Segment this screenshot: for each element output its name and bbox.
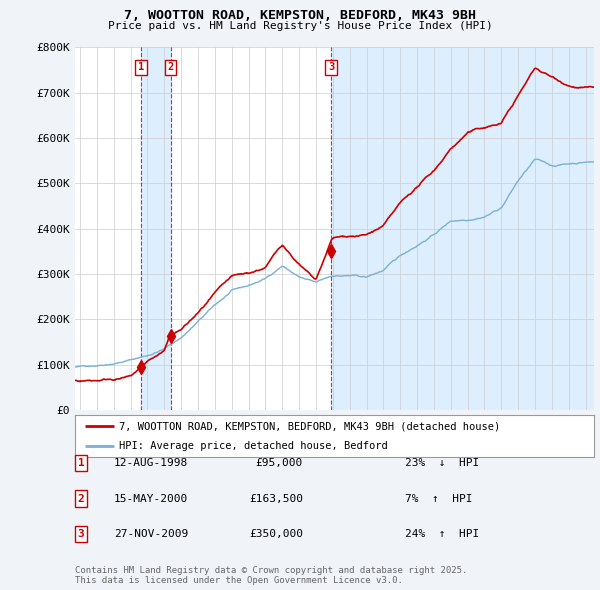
Text: 7, WOOTTON ROAD, KEMPSTON, BEDFORD, MK43 9BH (detached house): 7, WOOTTON ROAD, KEMPSTON, BEDFORD, MK43… [119,421,500,431]
Text: 23%  ↓  HPI: 23% ↓ HPI [405,458,479,468]
Text: 27-NOV-2009: 27-NOV-2009 [114,529,188,539]
Text: £350,000: £350,000 [249,529,303,539]
Bar [331,47,594,410]
Text: 1: 1 [77,458,85,468]
Text: Price paid vs. HM Land Registry's House Price Index (HPI): Price paid vs. HM Land Registry's House … [107,21,493,31]
Text: 1: 1 [138,62,144,72]
Text: £163,500: £163,500 [249,494,303,503]
Text: 2: 2 [77,494,85,503]
Text: 15-MAY-2000: 15-MAY-2000 [114,494,188,503]
Text: 12-AUG-1998: 12-AUG-1998 [114,458,188,468]
Text: £95,000: £95,000 [256,458,303,468]
Bar [141,47,170,410]
Text: 7%  ↑  HPI: 7% ↑ HPI [405,494,473,503]
Text: 24%  ↑  HPI: 24% ↑ HPI [405,529,479,539]
Text: HPI: Average price, detached house, Bedford: HPI: Average price, detached house, Bedf… [119,441,388,451]
Text: Contains HM Land Registry data © Crown copyright and database right 2025.
This d: Contains HM Land Registry data © Crown c… [75,566,467,585]
Text: 3: 3 [77,529,85,539]
Text: 2: 2 [167,62,173,72]
Text: 7, WOOTTON ROAD, KEMPSTON, BEDFORD, MK43 9BH: 7, WOOTTON ROAD, KEMPSTON, BEDFORD, MK43… [124,9,476,22]
Text: 3: 3 [328,62,334,72]
